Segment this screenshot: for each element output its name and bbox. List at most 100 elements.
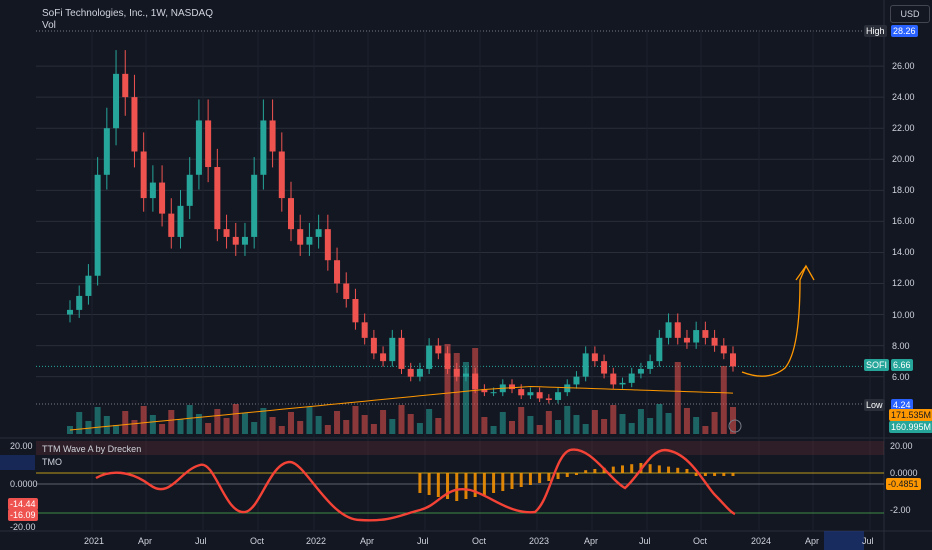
candle-body — [131, 97, 138, 152]
candle-body — [159, 182, 166, 214]
price-tick-label: 14.00 — [892, 247, 915, 258]
candle-body — [122, 73, 129, 98]
tmo-bar — [722, 473, 726, 476]
volume-bar — [407, 414, 414, 434]
indicator-minus-two: -2.00 — [890, 505, 911, 515]
time-label: Apr — [584, 536, 599, 546]
time-label: Oct — [472, 536, 487, 546]
volume-bar — [94, 407, 101, 434]
volume-ma-line — [69, 385, 734, 431]
currency-button[interactable]: USD — [890, 5, 930, 23]
tmo-bar — [621, 465, 624, 473]
price-tick-label: 20.00 — [892, 154, 915, 165]
volume-bar — [288, 412, 294, 434]
candle-body — [389, 337, 396, 362]
indicator-right-zero: 0.0000 — [890, 468, 918, 478]
tmo-bar — [528, 473, 532, 485]
volume-bar — [435, 418, 442, 434]
candle-body — [683, 337, 690, 343]
price-tick-label: 10.00 — [892, 309, 915, 320]
vol-ma-value: 171.535M — [889, 409, 932, 421]
wave-line — [95, 448, 736, 522]
high-value: 28.26 — [891, 25, 918, 37]
candle-body — [601, 361, 608, 374]
volume-bar — [334, 411, 341, 434]
candle-body — [94, 174, 101, 276]
volume-bar — [518, 407, 525, 434]
candle-body — [490, 392, 497, 394]
tmo-bar — [446, 473, 450, 499]
candle-body — [186, 174, 193, 206]
chart-title: SoFi Technologies, Inc., 1W, NASDAQ — [42, 8, 214, 19]
volume-label: Vol — [42, 20, 56, 31]
volume-bar — [573, 415, 580, 434]
volume-bar — [647, 418, 654, 434]
volume-bar — [656, 404, 663, 434]
price-tick-label: 16.00 — [892, 216, 915, 227]
tmo-bar — [657, 465, 661, 473]
candle-body — [509, 384, 515, 390]
tmo-bar — [731, 473, 735, 476]
volume-bar — [398, 405, 405, 434]
indicator-left-band — [0, 455, 35, 470]
time-label: Jul — [195, 536, 207, 546]
tmo-bar — [427, 473, 431, 495]
volume-bar — [260, 408, 267, 434]
candle-body — [205, 120, 212, 168]
candle-body — [518, 389, 525, 396]
candle-body — [591, 353, 598, 362]
time-label: Jul — [862, 536, 874, 546]
volume-bar — [306, 407, 313, 434]
candle-body — [260, 120, 267, 175]
candle-body — [315, 229, 322, 237]
tmo-bar — [574, 473, 578, 475]
volume-bar — [462, 362, 469, 434]
volume-bar — [591, 410, 598, 434]
volume-bar — [416, 423, 423, 434]
candle-body — [711, 337, 718, 346]
tmo-value: -0.4851 — [886, 478, 921, 490]
candle-body — [306, 236, 313, 245]
volume-bar — [693, 417, 700, 434]
high-label: High — [864, 25, 887, 37]
volume-bar — [499, 412, 506, 434]
time-label: Apr — [138, 536, 153, 546]
candle-body — [223, 229, 230, 237]
low-label: Low — [864, 399, 885, 411]
volume-bar — [536, 425, 543, 434]
volume-bar — [637, 409, 644, 434]
candle-body — [352, 299, 359, 323]
candle-body — [343, 283, 350, 300]
candle-body — [720, 345, 727, 354]
candle-body — [278, 151, 285, 199]
tmo-bar — [703, 473, 707, 476]
candle-body — [168, 213, 175, 237]
time-label: Apr — [805, 536, 820, 546]
volume-bar — [278, 426, 285, 434]
last-price: 6.66 — [891, 359, 913, 371]
tmo-bar — [455, 473, 459, 501]
volume-bar — [665, 413, 672, 434]
volume-bar — [389, 419, 396, 434]
candle-body — [426, 345, 433, 369]
volume-bar — [113, 425, 120, 434]
indicator-left-top: 20.00 — [10, 441, 33, 451]
volume-bar — [674, 362, 681, 434]
time-label: 2022 — [306, 536, 327, 546]
candle-body — [76, 295, 83, 310]
volume-bar — [702, 426, 709, 434]
volume-bar — [601, 419, 608, 434]
candle-body — [610, 373, 617, 385]
volume-bar — [85, 421, 92, 434]
tmo-bar — [519, 473, 523, 487]
volume-bar — [186, 405, 193, 434]
candle-body — [67, 309, 73, 315]
volume-bar — [683, 408, 690, 434]
candle-body — [693, 330, 700, 343]
candle-body — [481, 389, 488, 393]
tmo-bar — [492, 473, 496, 493]
tmo-bar — [713, 473, 717, 476]
candle-body — [407, 368, 414, 377]
candle-body — [334, 260, 341, 284]
